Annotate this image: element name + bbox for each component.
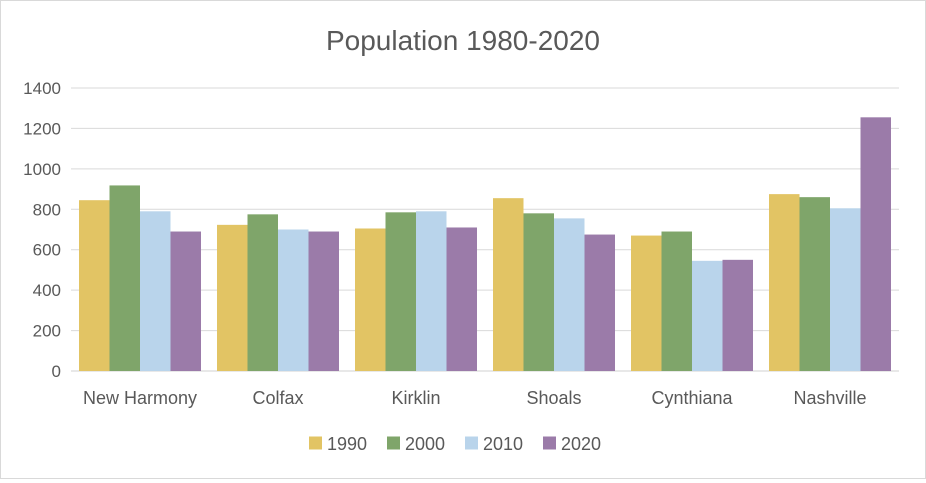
bar-2010-nashville [830,208,861,371]
legend-label-1990: 1990 [327,434,367,454]
bar-2000-colfax [247,214,278,371]
x-tick-label: Cynthiana [651,388,733,408]
bar-2000-cynthiana [661,231,692,371]
bar-2020-new-harmony [170,231,201,371]
bar-2020-cynthiana [722,259,753,371]
bar-2020-kirklin [446,227,477,371]
bar-1990-shoals [493,198,524,371]
bar-2010-shoals [554,218,585,371]
bar-1990-colfax [217,224,248,371]
bar-2010-cynthiana [692,260,723,371]
x-axis-labels: New Harmony Colfax Kirklin Shoals Cynthiana N… [83,388,867,408]
legend-swatch-2020 [543,436,556,450]
bar-1990-cynthiana [631,235,662,371]
y-tick-label: 200 [33,322,61,341]
bar-2020-shoals [584,234,615,371]
bar-2000-kirklin [385,212,416,371]
bar-1990-nashville [769,194,800,371]
y-tick-label: 0 [52,362,61,381]
legend-swatch-2000 [387,436,400,450]
bar-2000-new-harmony [109,185,140,371]
legend-swatch-1990 [309,436,322,450]
x-tick-label: Colfax [252,388,303,408]
bar-2000-nashville [799,197,830,371]
x-tick-label: Kirklin [391,388,440,408]
y-tick-label: 1200 [23,119,61,138]
x-tick-label: Nashville [793,388,866,408]
grid-lines [71,87,899,372]
x-tick-label: Shoals [526,388,581,408]
chart-title: Population 1980-2020 [326,25,600,56]
bar-1990-new-harmony [79,200,110,371]
bar-2000-shoals [523,213,554,371]
y-tick-label: 400 [33,281,61,300]
legend-swatch-2010 [465,436,478,450]
y-tick-label: 600 [33,241,61,260]
bar-2010-new-harmony [140,211,171,371]
legend-label-2000: 2000 [405,434,445,454]
y-tick-label: 1000 [23,160,61,179]
legend: 1990 2000 2010 2020 [309,434,601,454]
legend-label-2020: 2020 [561,434,601,454]
y-tick-label: 1400 [23,79,61,98]
bar-2020-colfax [308,231,339,371]
bar-1990-kirklin [355,228,386,371]
y-tick-label: 800 [33,200,61,219]
bars [79,117,891,371]
legend-label-2010: 2010 [483,434,523,454]
bar-2020-nashville [860,117,891,371]
y-axis-ticks: 0 200 400 600 800 1000 1200 1400 [23,79,61,381]
x-tick-label: New Harmony [83,388,197,408]
bar-2010-colfax [278,229,309,371]
bar-2010-kirklin [416,211,447,371]
